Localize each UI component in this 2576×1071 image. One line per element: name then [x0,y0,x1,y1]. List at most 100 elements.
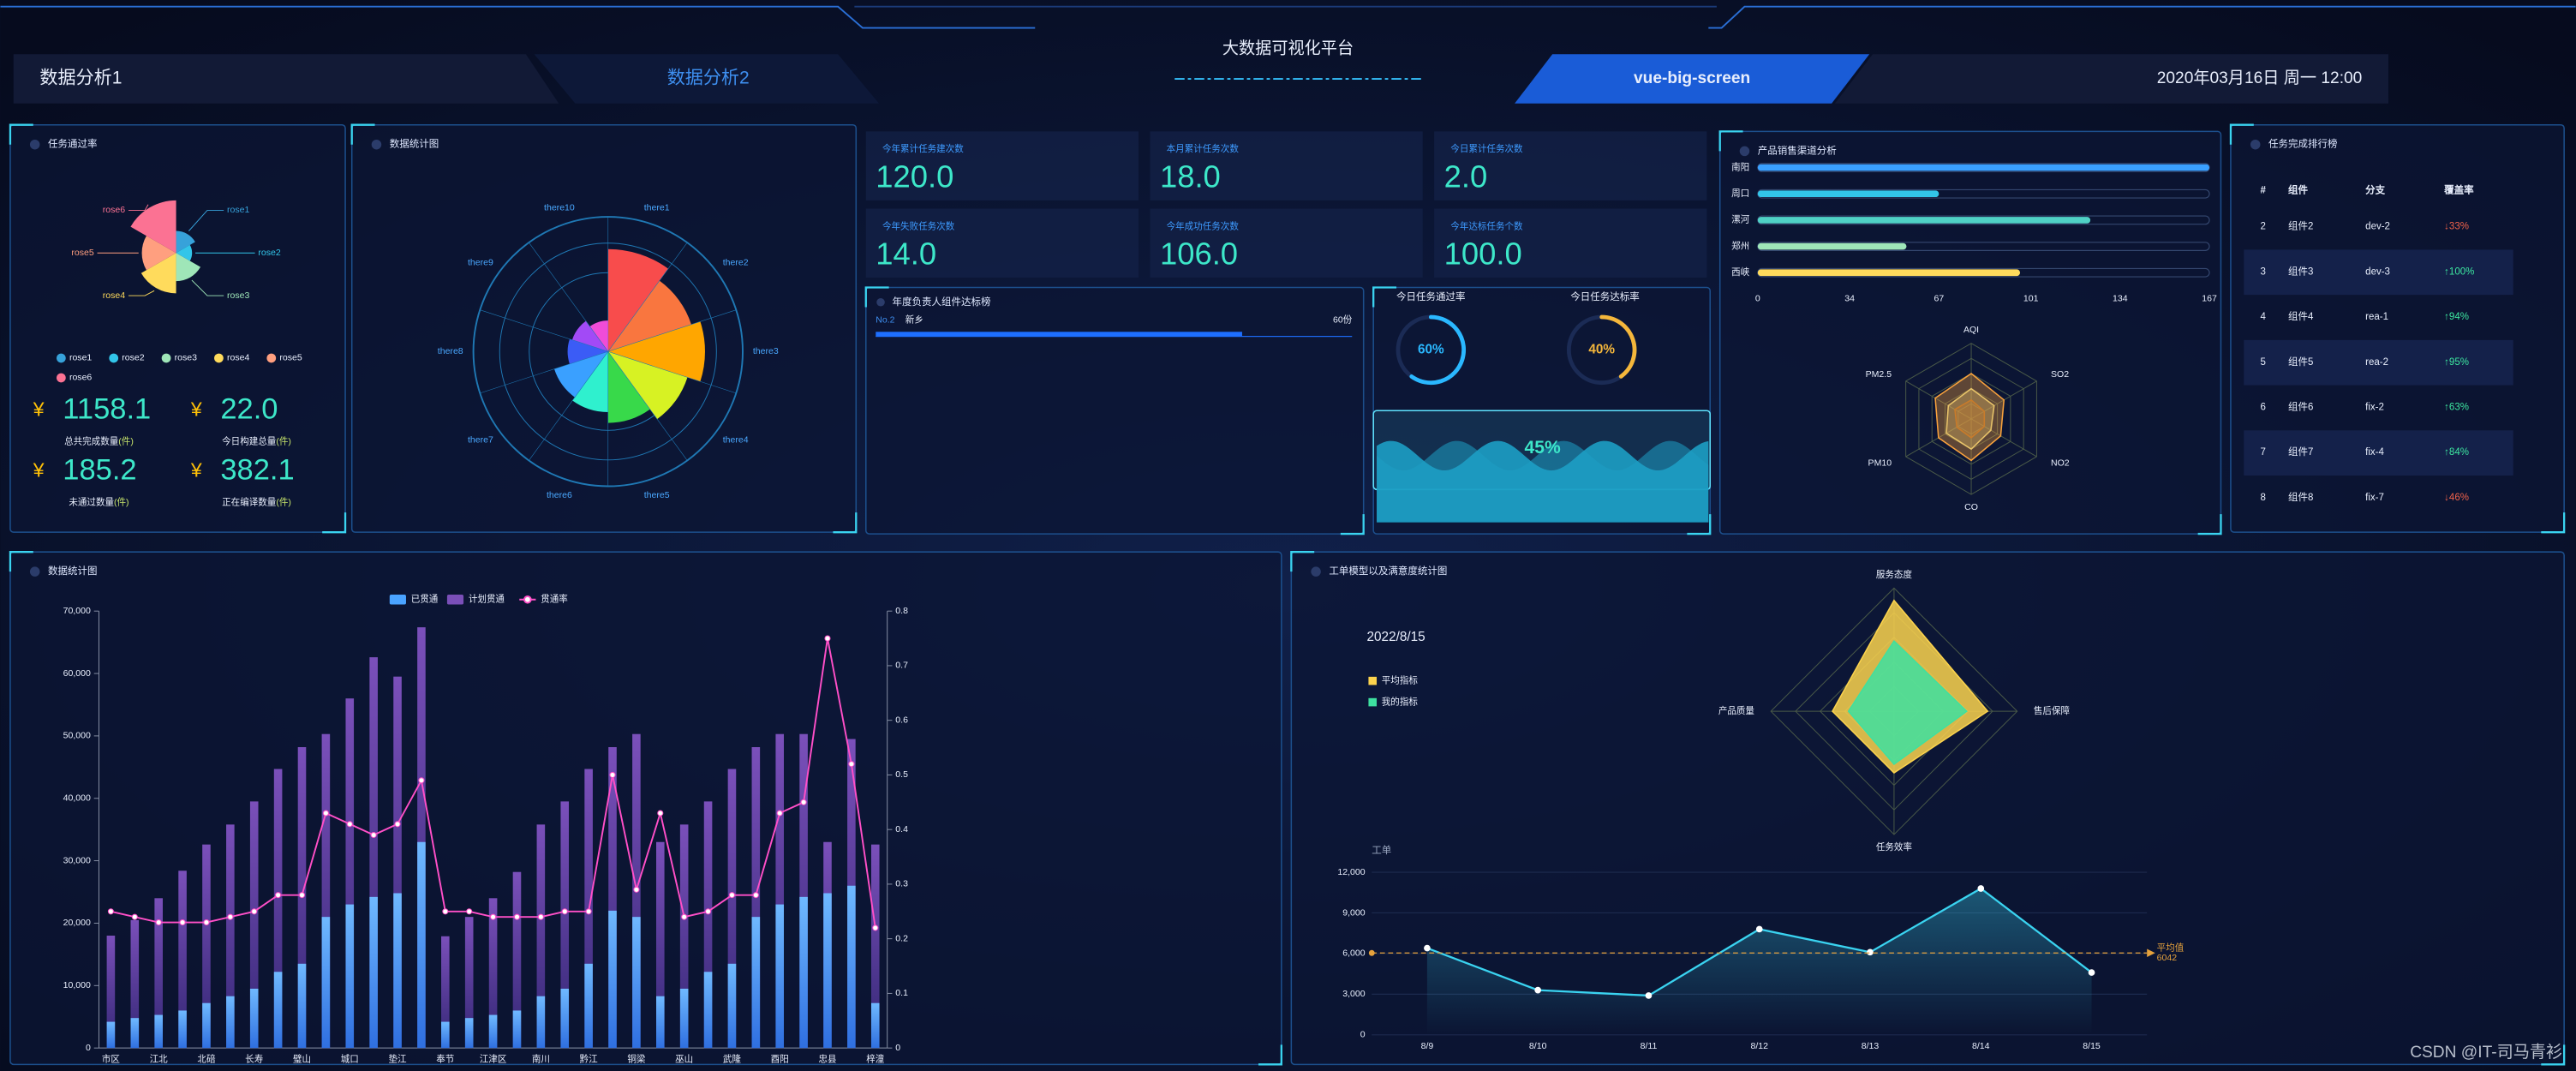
line-point [633,886,640,893]
card-value: 18.0 [1160,159,1221,194]
table-header: 组件 [2288,183,2309,195]
rose-label: rose1 [227,205,249,215]
bar [679,988,689,1049]
radar-indicator: PM10 [1868,458,1892,468]
card-label: 今年达标任务个数 [1450,220,1523,231]
tab[interactable]: 数据分析2 [667,68,750,88]
polar-bar [607,280,691,352]
bar [536,824,546,1049]
bar [799,896,808,1049]
panel-icon [29,566,40,577]
rose-label: rose3 [227,290,249,301]
bar [847,885,856,1049]
card-label: 今年累计任务建次数 [882,143,964,154]
table-cell: ↑95% [2444,357,2469,368]
bar [512,1010,522,1049]
legend-swatch [1368,676,1378,685]
x-tick-label: 167 [2202,294,2217,304]
x-tick-label: 34 [1844,294,1855,304]
x-tick-label: 8/11 [1641,1041,1658,1051]
table-cell: fix-7 [2365,493,2384,503]
bar [297,963,307,1049]
line-point [107,908,114,915]
y2-tick-label: 0.2 [895,933,908,943]
bar [775,904,785,1049]
line-point [752,892,759,899]
bar [249,988,259,1049]
line-point [298,892,306,899]
legend-swatch [446,595,464,605]
x-tick-label: 江北 [150,1054,169,1064]
x-tick-label: 铜梁 [627,1053,646,1064]
bar [679,824,689,1049]
table-row-bg [2244,430,2513,476]
bar [393,676,402,1049]
legend-label: rose5 [279,353,302,363]
rose-label: rose6 [103,205,125,215]
bar [799,733,808,1049]
line-point [203,918,210,926]
panel-corner [1372,286,1712,536]
x-tick-label: 垫江 [389,1053,408,1064]
line-point [179,918,186,926]
bar [1757,217,2091,224]
panel-icon [29,139,40,150]
table-cell: ↓33% [2444,222,2469,232]
line-point [251,908,258,915]
rose-sector [141,236,176,271]
line-point [1534,986,1542,994]
line-point [1645,992,1653,999]
line-point [824,635,831,642]
label-line [128,204,149,211]
card-value: 100.0 [1444,236,1522,272]
radar-indicator: 任务效率 [1876,841,1912,853]
y-tick-label: 60,000 [63,668,91,679]
bar [178,871,187,1049]
radar-axis [1970,418,2037,458]
line-point [322,810,329,817]
x-tick-label: 8/10 [1529,1041,1547,1051]
card-label: 本月累计任务次数 [1167,143,1240,154]
x-tick-label: 梓潼 [866,1053,885,1064]
stat-label: 总共完成数量(件) [64,436,134,447]
angle-label: there10 [544,202,575,212]
rose-sector [130,200,176,254]
table-cell: 4 [2260,312,2266,322]
table-cell: rea-2 [2365,357,2388,368]
table-cell: 6 [2260,402,2265,412]
mark-line-value: 6042 [2157,953,2178,963]
y-tick-label: 周口 [1731,188,1749,199]
line-point [609,771,616,778]
line-point [2088,969,2095,976]
y2-tick-label: 0 [895,1043,900,1053]
card-value: 14.0 [876,236,936,272]
y-tick-label: 10,000 [63,980,91,990]
line-point [1977,885,1985,892]
stat-value: 22.0 [220,392,278,425]
bar [632,917,641,1049]
bar [1757,190,1939,198]
polar-bar [572,351,608,413]
bar [775,733,785,1049]
mark-line-name: 平均值 [2157,942,2185,953]
card [865,208,1139,278]
bar [703,972,713,1049]
stat-unit: (件) [276,497,291,507]
tab[interactable]: 数据分析1 [39,68,122,88]
legend-label: rose2 [122,353,144,363]
line-point [848,761,855,768]
stat-label-text: 总共完成数量 [64,436,119,447]
legend-swatch [1368,697,1378,707]
bar [249,801,259,1049]
line-point [872,924,879,931]
x-tick-label: 8/12 [1750,1041,1768,1051]
stat-label: 正在编译数量(件) [222,496,291,507]
card-value: 120.0 [876,159,953,194]
bar [178,1010,187,1049]
bar [369,657,378,1049]
table-cell: 组件8 [2288,491,2313,503]
line-point [490,913,497,920]
angle-label: there9 [468,257,493,267]
line-point [728,892,735,899]
progress-bar [876,332,1242,338]
